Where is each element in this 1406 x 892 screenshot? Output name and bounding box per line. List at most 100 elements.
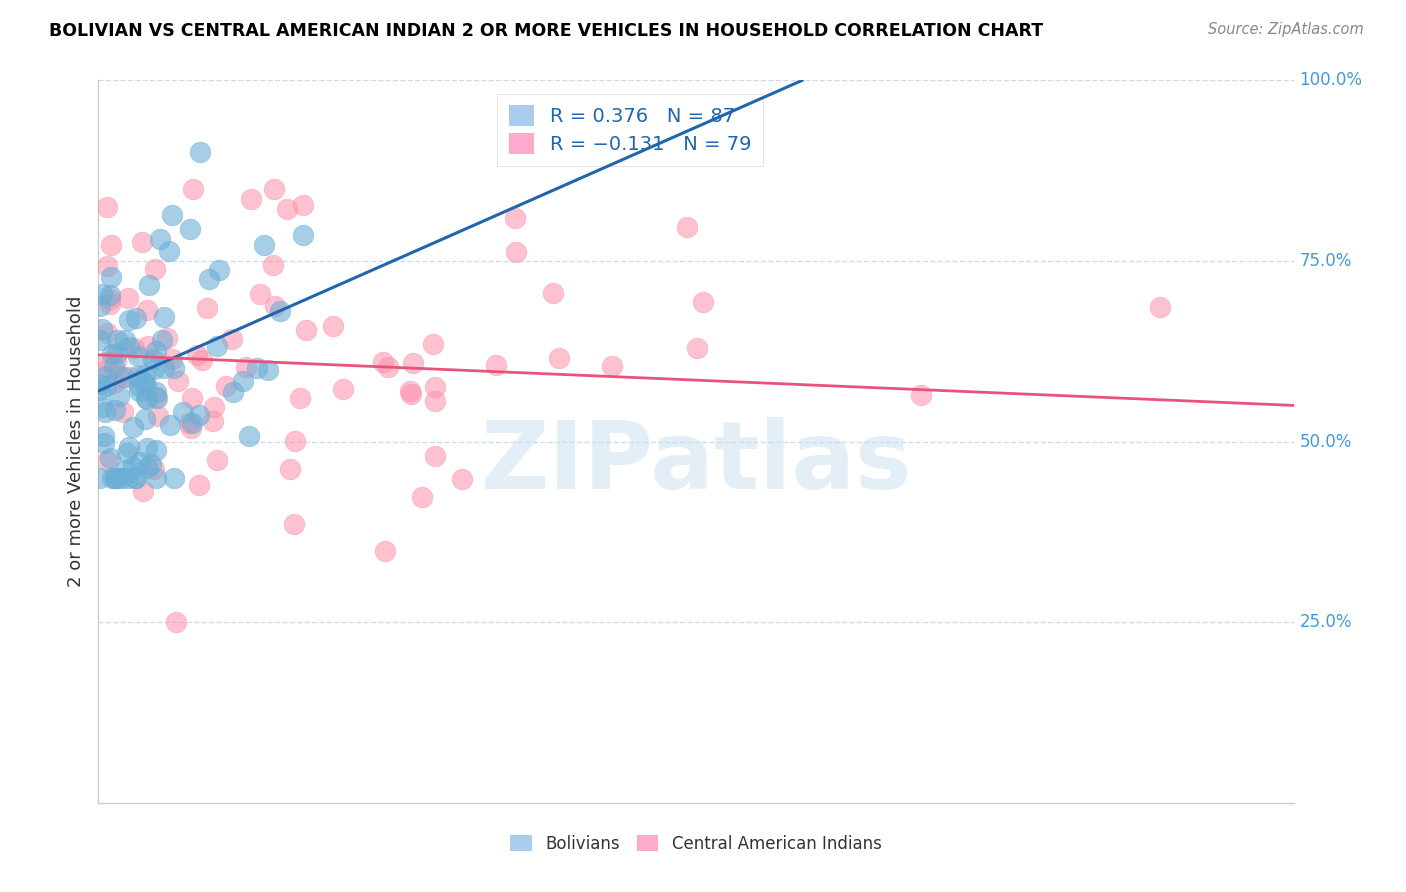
Point [179,221,201,235]
Point [96,379,118,393]
Point [124,341,146,355]
Point [145,443,167,458]
Point [202,413,225,427]
Point [104,403,127,417]
Point [172,405,194,419]
Point [159,417,181,432]
Point [264,299,287,313]
Point [371,355,394,369]
Text: 50.0%: 50.0% [1299,433,1353,450]
Point [101,346,124,360]
Point [188,478,211,492]
Point [89,471,111,485]
Point [423,449,446,463]
Point [238,429,260,443]
Point [124,471,146,485]
Point [423,380,446,394]
Point [181,182,204,196]
Point [202,400,225,414]
Point [208,263,231,277]
Point [117,471,139,485]
Point [96,362,118,376]
Point [180,421,202,435]
Point [232,374,254,388]
Point [411,490,433,504]
Point [89,377,111,392]
Point [188,145,211,159]
Point [100,237,122,252]
Text: 25.0%: 25.0% [1299,613,1353,632]
Point [263,182,285,196]
Point [121,420,143,434]
Point [105,354,128,368]
Point [98,293,121,307]
Point [181,391,204,405]
Point [214,379,236,393]
Point [543,285,565,300]
Point [246,360,269,375]
Point [89,299,111,313]
Point [278,461,301,475]
Point [128,384,150,399]
Point [131,235,153,250]
Point [450,472,472,486]
Point [332,382,354,396]
Point [125,471,148,485]
Point [135,392,157,407]
Point [377,360,399,375]
Point [118,340,141,354]
Point [402,356,425,370]
Point [89,333,111,347]
Point [485,358,508,372]
Point [108,389,131,403]
Point [135,378,157,392]
Point [288,392,311,406]
Point [165,615,187,630]
Point [146,391,169,405]
Point [105,346,128,360]
Point [143,261,166,276]
Point [131,483,153,498]
Point [145,384,167,399]
Point [160,208,183,222]
Point [122,459,145,474]
Point [548,351,571,366]
Point [145,344,167,359]
Point [162,361,184,376]
Point [135,392,157,406]
Point [401,386,423,401]
Point [98,288,121,302]
Point [422,336,444,351]
Point [150,334,173,348]
Point [197,271,219,285]
Point [118,312,141,326]
Point [91,400,114,414]
Point [157,244,180,258]
Point [96,369,118,384]
Point [127,368,149,383]
Point [276,202,298,216]
Point [685,341,707,355]
Point [128,379,150,393]
Point [96,453,118,467]
Point [108,369,131,384]
Point [221,384,243,399]
Point [100,270,122,285]
Point [239,192,262,206]
Point [135,441,157,455]
Point [89,383,111,397]
Point [112,369,135,384]
Point [105,333,128,347]
Point [139,457,162,471]
Point [142,361,165,376]
Text: Source: ZipAtlas.com: Source: ZipAtlas.com [1208,22,1364,37]
Text: 75.0%: 75.0% [1299,252,1353,270]
Point [132,376,155,391]
Point [374,543,396,558]
Point [115,446,138,460]
Point [188,409,211,423]
Point [149,232,172,246]
Point [191,353,214,368]
Point [138,277,160,292]
Point [256,363,278,377]
